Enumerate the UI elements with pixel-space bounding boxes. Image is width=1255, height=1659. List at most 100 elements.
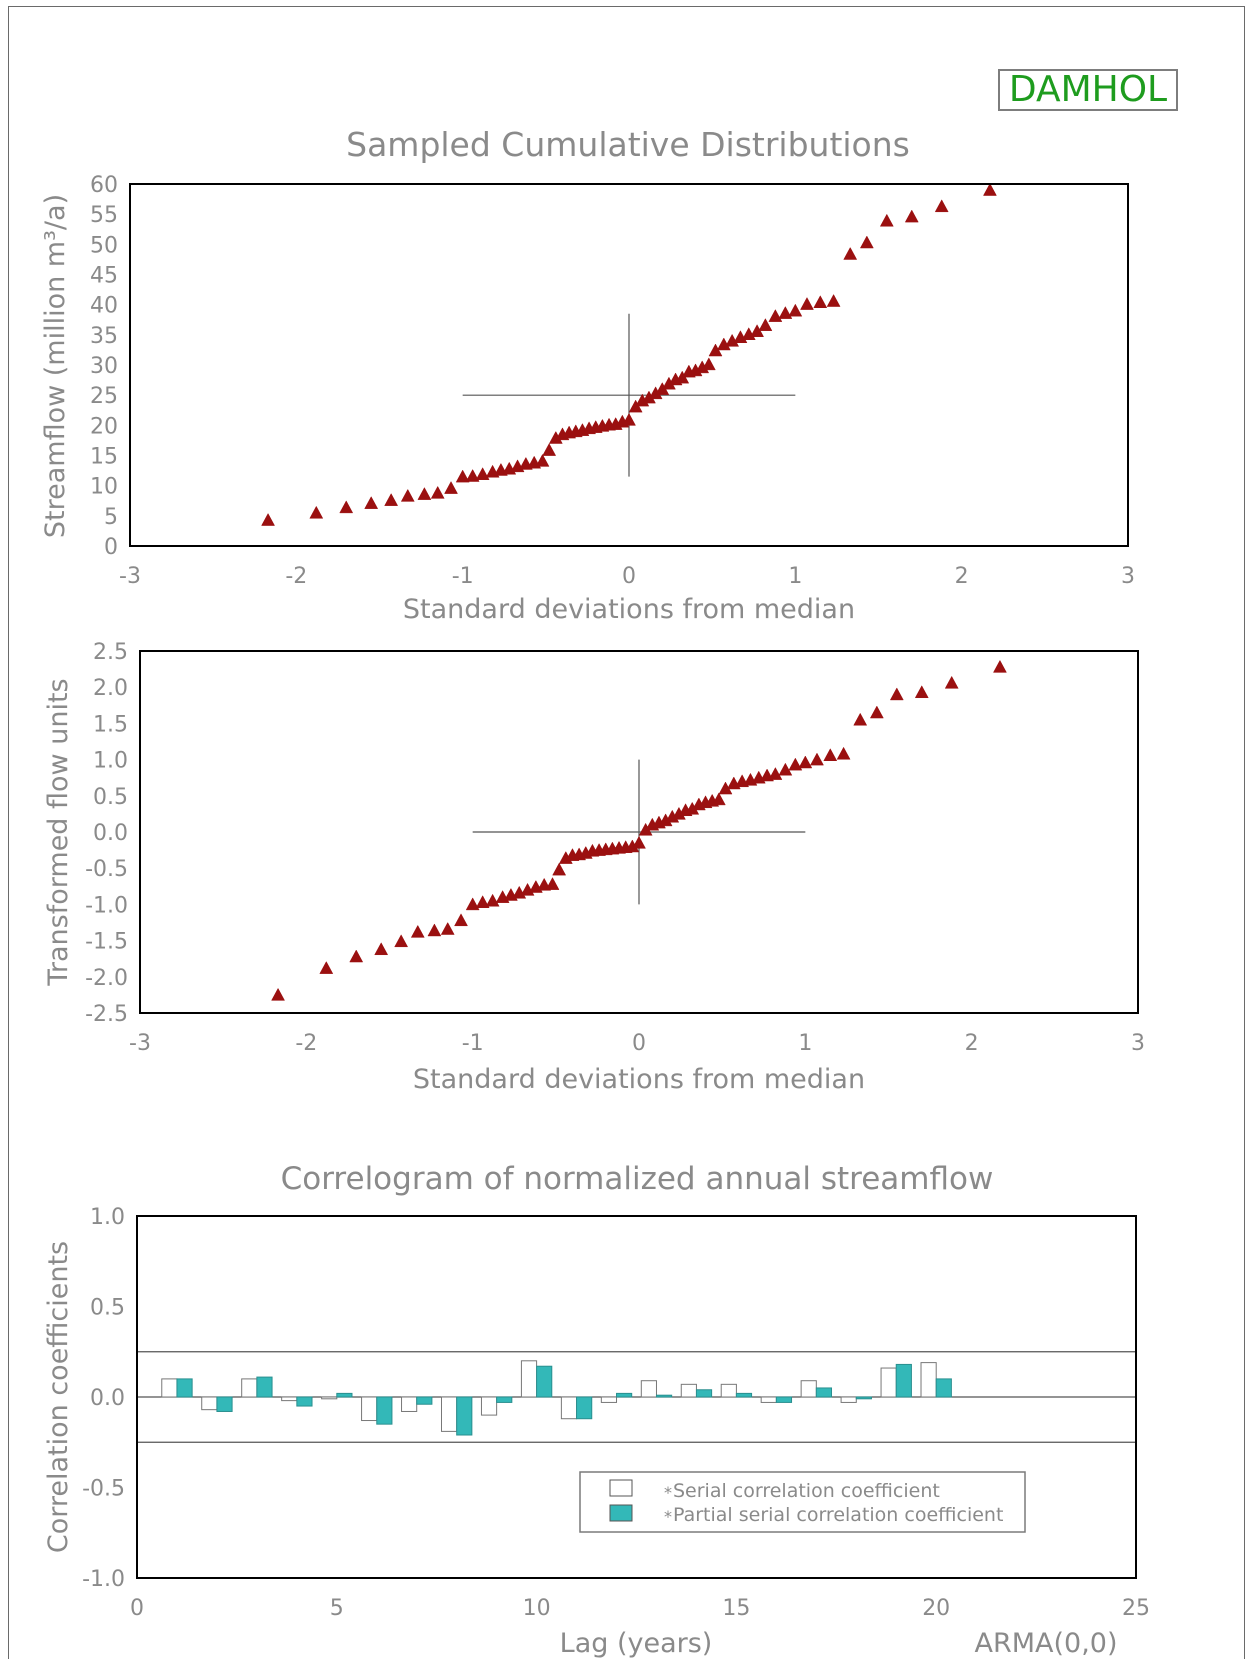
bar-serial-correlation	[241, 1378, 258, 1398]
bar-serial-correlation	[680, 1383, 697, 1398]
x-tick-label: 2	[955, 564, 969, 589]
data-point-marker	[410, 924, 425, 938]
y-tick-label: 0.5	[90, 1296, 125, 1321]
data-point-marker	[836, 746, 851, 760]
data-point-marker	[768, 767, 783, 780]
cdf-streamflow-chart: Sampled Cumulative Distributions -3 -2 -1 0…	[40, 125, 1135, 625]
x-tick-label: 2	[965, 1031, 979, 1056]
data-point-marker	[535, 453, 550, 467]
data-point-marker	[261, 513, 275, 526]
data-point-marker	[417, 487, 432, 500]
x-tick-label: 1	[788, 564, 802, 589]
y-tick-label: -0.5	[82, 1477, 125, 1502]
x-tick-label: 0	[130, 1596, 144, 1621]
bar-serial-correlation	[840, 1396, 857, 1403]
data-point-marker	[374, 942, 389, 956]
bar-serial-correlation	[800, 1380, 817, 1398]
data-point-marker	[778, 762, 793, 776]
bar-serial-correlation	[560, 1396, 578, 1420]
bar-serial-correlation	[281, 1396, 298, 1402]
data-point-marker	[475, 467, 490, 480]
data-point-marker	[768, 309, 783, 322]
data-point-marker	[826, 294, 841, 307]
y-tick-label: 0.5	[93, 785, 128, 810]
data-point-marker	[944, 675, 959, 689]
data-point-marker	[810, 752, 824, 766]
y-tick-label: -2.5	[85, 1002, 128, 1027]
data-point-marker	[904, 209, 919, 223]
bar-partial-correlation	[336, 1392, 353, 1398]
data-point-marker	[427, 923, 442, 937]
x-tick-label: 25	[1122, 1596, 1150, 1621]
bar-partial-correlation	[376, 1396, 393, 1425]
data-point-marker	[384, 493, 399, 506]
cdf-transformed-chart: -3 -2 -1 0 1 2 3 -2.5 -2.0 -1.5 -1.0 -0.5 0.0 0.5 1.0…	[43, 640, 1145, 1095]
data-point-marker	[455, 469, 470, 483]
legend-marker: *	[664, 1507, 672, 1526]
data-point-marker	[271, 987, 285, 1001]
y-axis-label: Correlation coefficients	[43, 1241, 74, 1553]
data-point-marker	[758, 318, 773, 331]
data-point-marker	[853, 712, 868, 726]
bar-partial-correlation	[496, 1396, 513, 1403]
bar-serial-correlation	[760, 1396, 777, 1403]
data-point-marker	[545, 877, 560, 890]
y-tick-label: -2.0	[85, 966, 128, 991]
x-tick-label: -1	[452, 564, 474, 589]
x-axis-label: Lag (years)	[560, 1628, 713, 1659]
x-tick-label: 15	[722, 1596, 750, 1621]
x-tick-label: -1	[462, 1031, 484, 1056]
bar-serial-correlation	[161, 1378, 178, 1398]
data-point-marker	[889, 687, 904, 701]
plot-area-frame	[136, 1215, 1137, 1579]
data-point-marker	[632, 835, 646, 849]
x-tick-label: 0	[632, 1031, 646, 1056]
x-tick-label: -2	[285, 564, 307, 589]
legend-swatch-serial	[609, 1479, 633, 1497]
x-tick-label: 10	[523, 1596, 551, 1621]
bar-partial-correlation	[935, 1378, 952, 1398]
legend-box	[579, 1471, 1026, 1533]
x-tick-label: 3	[1121, 564, 1135, 589]
x-tick-label: -3	[129, 1031, 151, 1056]
y-tick-label: 1.5	[93, 712, 128, 737]
data-point-marker	[364, 496, 379, 509]
y-tick-label: -1.0	[85, 893, 128, 918]
data-point-marker	[485, 893, 500, 907]
data-point-marker	[711, 792, 726, 806]
y-tick-label: 2.5	[93, 640, 128, 665]
y-tick-label: -1.5	[85, 930, 128, 955]
data-point-marker	[800, 297, 814, 310]
data-point-marker	[319, 961, 334, 974]
data-point-marker	[394, 934, 409, 948]
y-tick-label: 45	[90, 264, 118, 289]
data-point-marker	[465, 897, 480, 911]
legend: * Serial correlation coefficient * Parti…	[579, 1471, 1026, 1533]
chart-title: Correlogram of normalized annual streamf…	[281, 1161, 994, 1197]
data-point-marker	[879, 213, 894, 227]
legend-swatch-partial	[609, 1504, 633, 1522]
data-point-marker	[701, 357, 716, 371]
data-point-marker	[444, 481, 458, 494]
data-point-marker	[622, 412, 636, 426]
correlogram-chart: Correlogram of normalized annual streamf…	[43, 1161, 1150, 1659]
data-point-marker	[465, 468, 480, 482]
y-tick-label: 0	[104, 535, 118, 560]
bar-partial-correlation	[216, 1396, 233, 1412]
bar-partial-correlation	[576, 1396, 593, 1420]
x-tick-label: 1	[798, 1031, 812, 1056]
y-axis-label: Transformed flow units	[43, 678, 74, 986]
y-axis-label: Streamflow (million m³/a)	[40, 194, 71, 538]
data-point-marker	[542, 443, 557, 456]
data-point-marker	[914, 685, 929, 699]
data-point-marker	[349, 949, 364, 963]
y-tick-label: 55	[90, 203, 118, 228]
data-point-marker	[430, 485, 445, 499]
y-tick-label: -1.0	[82, 1567, 125, 1592]
bar-partial-correlation	[775, 1396, 793, 1403]
data-point-marker	[440, 921, 455, 935]
data-point-marker	[552, 862, 567, 876]
legend-label-partial: Partial serial correlation coefficient	[673, 1504, 1003, 1526]
legend-marker: *	[664, 1483, 672, 1502]
